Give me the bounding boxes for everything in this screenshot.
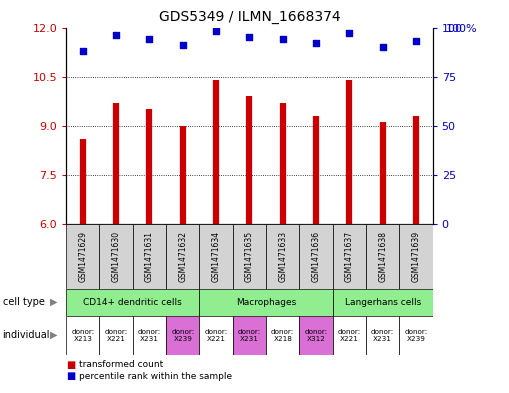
FancyBboxPatch shape bbox=[200, 316, 233, 355]
FancyBboxPatch shape bbox=[133, 316, 166, 355]
Text: donor:
X312: donor: X312 bbox=[304, 329, 328, 342]
FancyBboxPatch shape bbox=[366, 224, 400, 289]
Y-axis label: 100%: 100% bbox=[446, 24, 478, 33]
Point bbox=[212, 28, 220, 35]
Text: percentile rank within the sample: percentile rank within the sample bbox=[79, 372, 232, 381]
Point bbox=[278, 36, 287, 42]
FancyBboxPatch shape bbox=[99, 224, 133, 289]
Title: GDS5349 / ILMN_1668374: GDS5349 / ILMN_1668374 bbox=[159, 10, 340, 24]
FancyBboxPatch shape bbox=[366, 316, 400, 355]
Text: GSM1471639: GSM1471639 bbox=[411, 231, 420, 282]
Text: ▶: ▶ bbox=[50, 330, 57, 340]
Text: cell type: cell type bbox=[3, 297, 44, 307]
Point bbox=[79, 48, 87, 54]
Text: GSM1471633: GSM1471633 bbox=[278, 231, 287, 282]
Text: donor:
X221: donor: X221 bbox=[104, 329, 128, 342]
Point bbox=[112, 32, 120, 39]
Text: donor:
X221: donor: X221 bbox=[205, 329, 228, 342]
FancyBboxPatch shape bbox=[233, 224, 266, 289]
FancyBboxPatch shape bbox=[66, 316, 99, 355]
Text: transformed count: transformed count bbox=[79, 360, 163, 369]
FancyBboxPatch shape bbox=[299, 224, 333, 289]
Point bbox=[345, 30, 353, 37]
Point bbox=[245, 34, 253, 40]
Text: donor:
X239: donor: X239 bbox=[404, 329, 428, 342]
Text: donor:
X218: donor: X218 bbox=[271, 329, 294, 342]
Point bbox=[412, 38, 420, 44]
Point bbox=[312, 40, 320, 46]
Text: donor:
X213: donor: X213 bbox=[71, 329, 95, 342]
FancyBboxPatch shape bbox=[66, 224, 99, 289]
Text: ■: ■ bbox=[66, 371, 75, 382]
Text: GSM1471637: GSM1471637 bbox=[345, 231, 354, 282]
Text: donor:
X231: donor: X231 bbox=[238, 329, 261, 342]
Text: ▶: ▶ bbox=[50, 297, 57, 307]
FancyBboxPatch shape bbox=[66, 289, 200, 316]
Point bbox=[146, 36, 154, 42]
Text: donor:
X239: donor: X239 bbox=[171, 329, 194, 342]
Text: Macrophages: Macrophages bbox=[236, 298, 296, 307]
FancyBboxPatch shape bbox=[400, 224, 433, 289]
Text: Langerhans cells: Langerhans cells bbox=[345, 298, 421, 307]
Text: donor:
X231: donor: X231 bbox=[138, 329, 161, 342]
Point bbox=[179, 42, 187, 48]
FancyBboxPatch shape bbox=[166, 316, 200, 355]
FancyBboxPatch shape bbox=[200, 224, 233, 289]
FancyBboxPatch shape bbox=[266, 316, 299, 355]
Text: GSM1471629: GSM1471629 bbox=[78, 231, 88, 282]
Point bbox=[379, 44, 387, 50]
Text: GSM1471632: GSM1471632 bbox=[178, 231, 187, 282]
Text: ■: ■ bbox=[66, 360, 75, 370]
FancyBboxPatch shape bbox=[99, 316, 133, 355]
FancyBboxPatch shape bbox=[400, 316, 433, 355]
Text: GSM1471634: GSM1471634 bbox=[212, 231, 220, 282]
Text: individual: individual bbox=[3, 330, 50, 340]
FancyBboxPatch shape bbox=[166, 224, 200, 289]
FancyBboxPatch shape bbox=[333, 224, 366, 289]
FancyBboxPatch shape bbox=[200, 289, 333, 316]
Text: CD14+ dendritic cells: CD14+ dendritic cells bbox=[83, 298, 182, 307]
Text: donor:
X221: donor: X221 bbox=[338, 329, 361, 342]
FancyBboxPatch shape bbox=[266, 224, 299, 289]
Text: GSM1471635: GSM1471635 bbox=[245, 231, 254, 282]
FancyBboxPatch shape bbox=[333, 289, 433, 316]
FancyBboxPatch shape bbox=[133, 224, 166, 289]
FancyBboxPatch shape bbox=[233, 316, 266, 355]
FancyBboxPatch shape bbox=[299, 316, 333, 355]
FancyBboxPatch shape bbox=[333, 316, 366, 355]
Text: GSM1471631: GSM1471631 bbox=[145, 231, 154, 282]
Text: GSM1471636: GSM1471636 bbox=[312, 231, 321, 282]
Text: donor:
X231: donor: X231 bbox=[371, 329, 394, 342]
Text: GSM1471630: GSM1471630 bbox=[111, 231, 121, 282]
Text: GSM1471638: GSM1471638 bbox=[378, 231, 387, 282]
